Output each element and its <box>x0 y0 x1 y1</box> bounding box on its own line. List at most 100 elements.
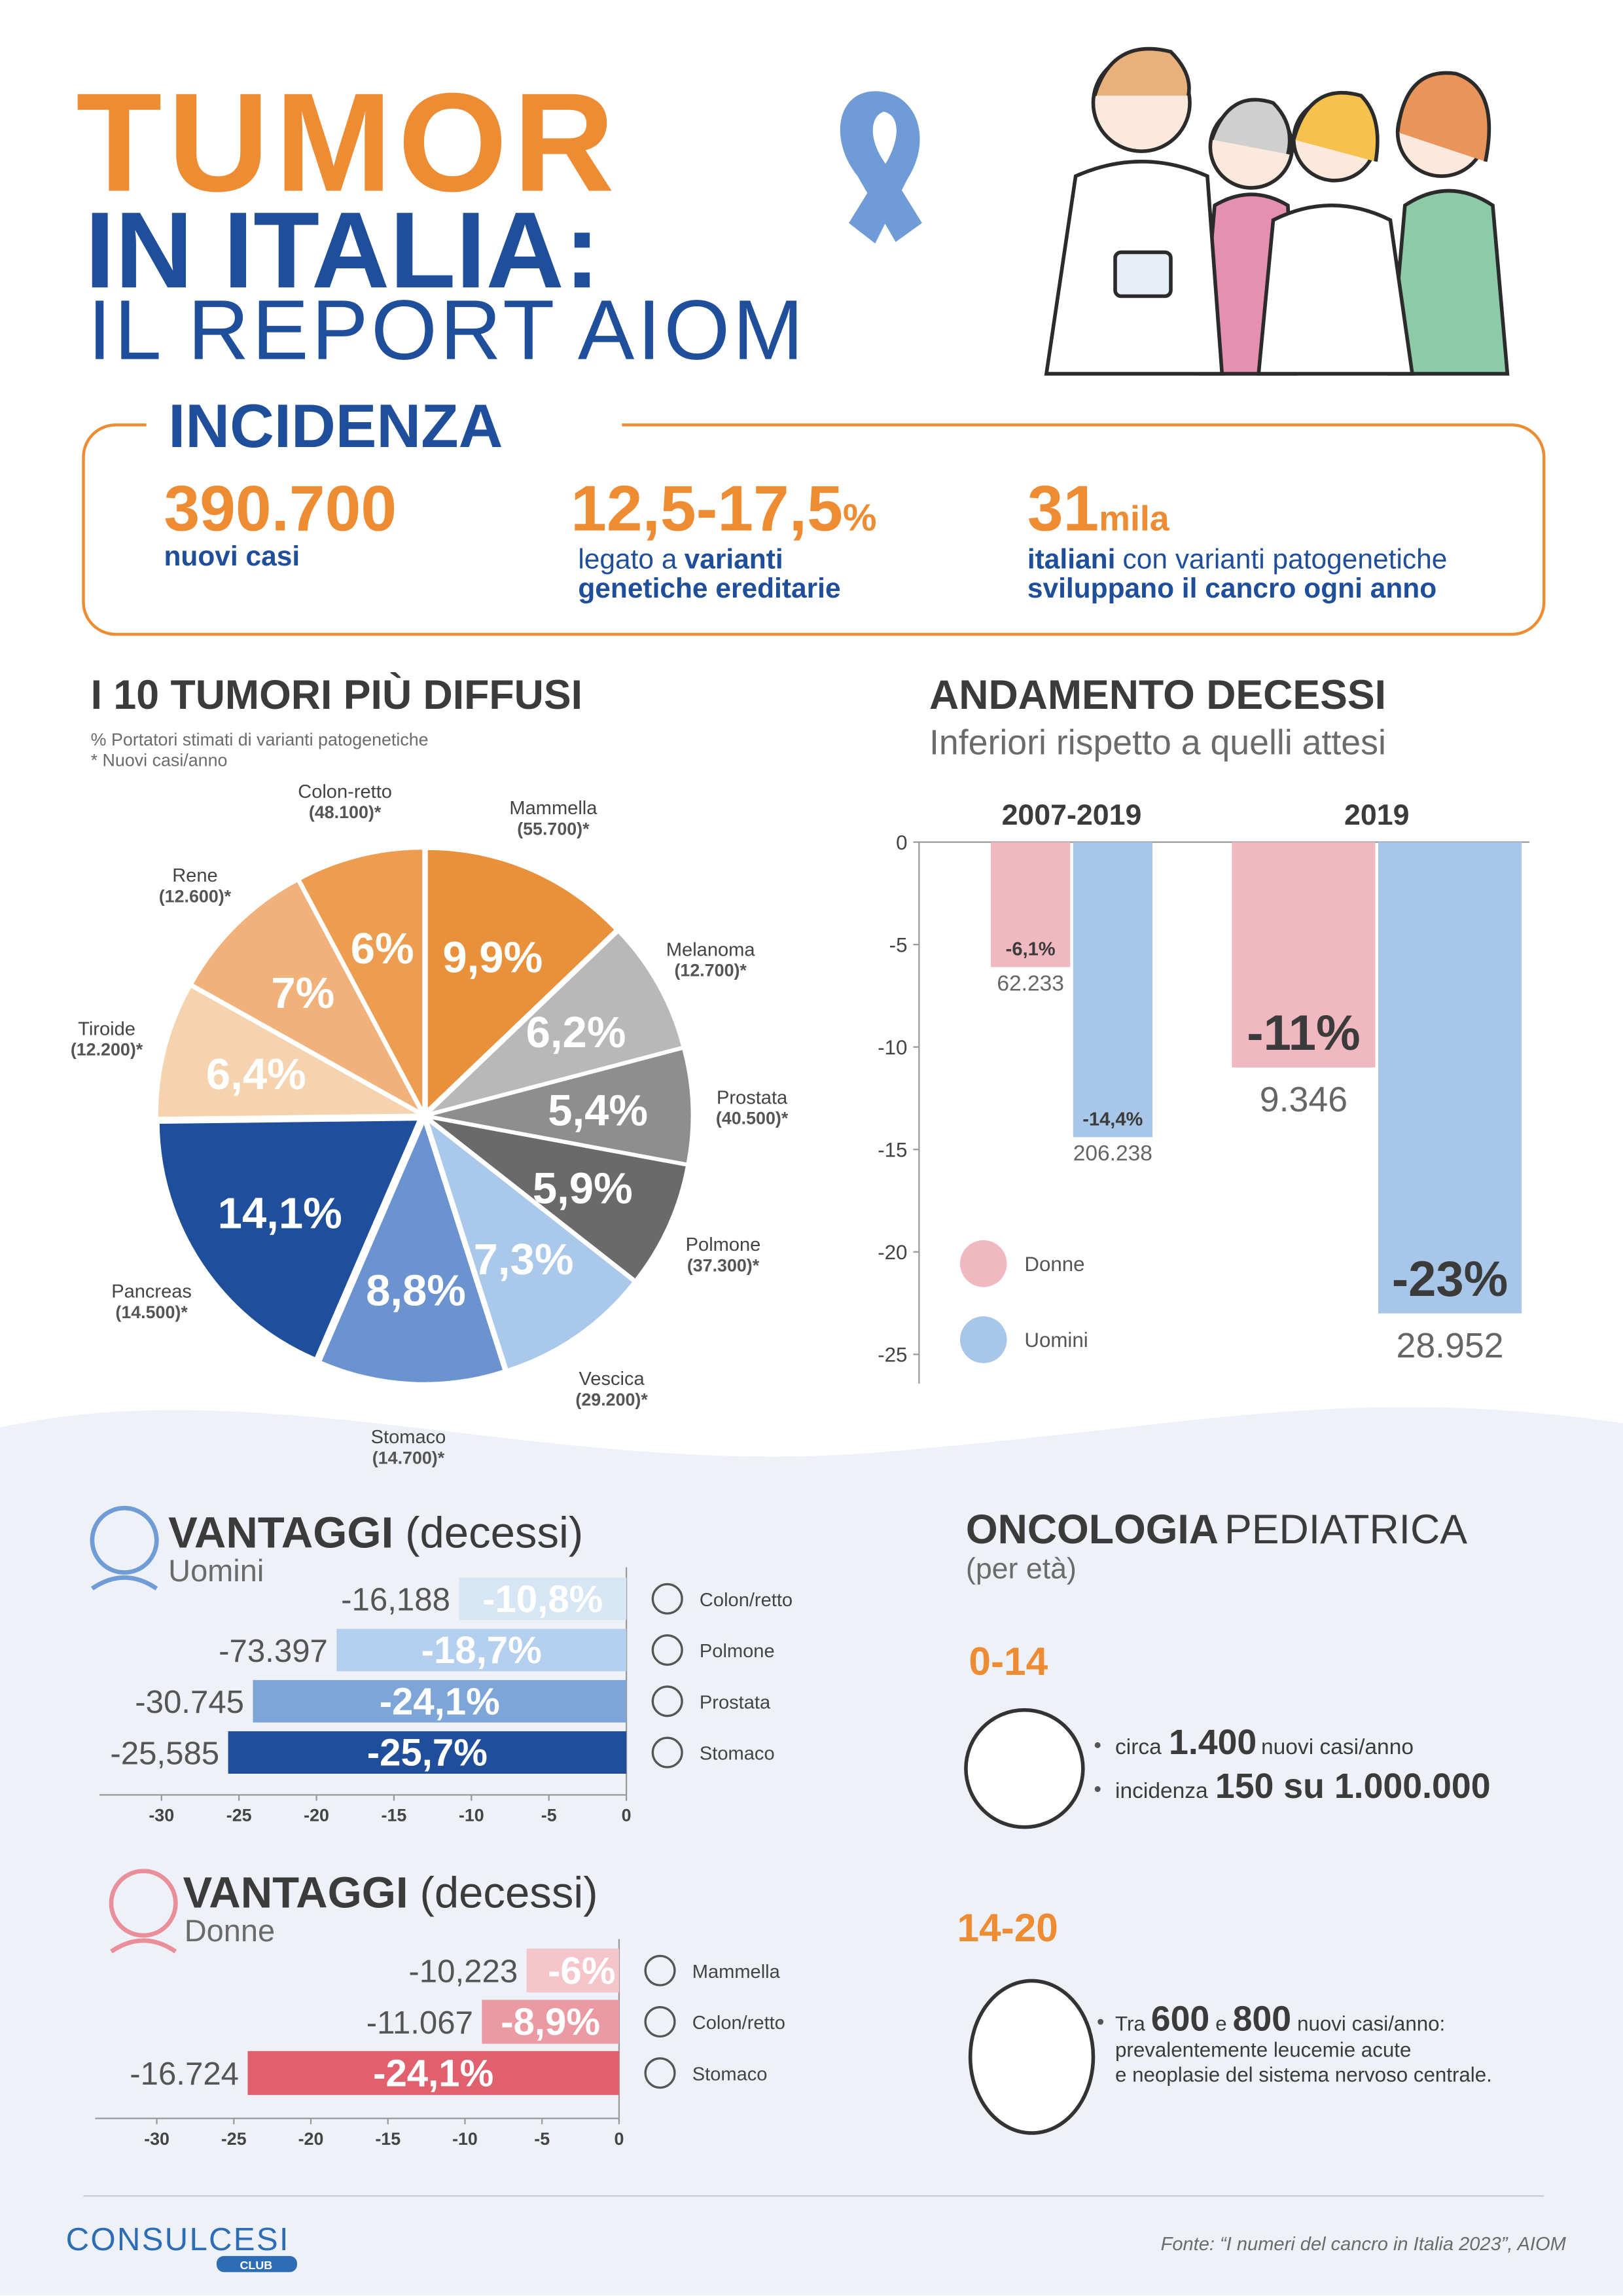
pie-slice <box>321 1124 503 1382</box>
x-tick-label: -30 <box>149 1806 174 1825</box>
bar-category: Stomaco <box>692 2064 768 2085</box>
logo: CONSULCESI <box>66 2221 290 2257</box>
bar-value-label: -6% <box>548 1950 615 1992</box>
stat-value: 31mila <box>1027 472 1170 544</box>
illustration <box>1044 46 1510 376</box>
bar-value-label: -24,1% <box>373 2052 493 2094</box>
slice-cases: (12.200)* <box>71 1040 143 1060</box>
stat-number: 31 <box>1027 472 1099 544</box>
x-tick-label: -15 <box>375 2129 401 2149</box>
child-face <box>964 1708 1085 1829</box>
legend-swatch <box>959 1316 1007 1363</box>
slice-label: 7,3% <box>474 1235 574 1284</box>
bar-count-label: -73.397 <box>219 1633 328 1669</box>
pie-note: % Portatori stimati di varianti patogene… <box>91 730 429 749</box>
bar-value-label: -8,9% <box>501 2001 600 2043</box>
y-tick-label: -25 <box>878 1343 907 1366</box>
bar-count-label: -16,188 <box>341 1582 450 1618</box>
bar <box>1378 842 1522 1314</box>
pie-slice <box>158 988 416 1117</box>
bar-count-label: -16.724 <box>130 2056 239 2092</box>
x-tick-label: -25 <box>226 1806 252 1825</box>
slice-category: Mammella <box>509 798 597 819</box>
slice-label: 6,2% <box>526 1008 626 1057</box>
slice-label: 9,9% <box>442 933 543 982</box>
slice-label: 5,4% <box>548 1086 648 1136</box>
bar <box>228 1731 627 1774</box>
ped-text: circa <box>1115 1735 1162 1759</box>
ped-title-bold: ONCOLOGIA <box>966 1507 1219 1552</box>
x-tick-label: -5 <box>534 2129 550 2149</box>
bar-deaths-label: 9.346 <box>1260 1080 1347 1119</box>
pie-slice <box>193 882 419 1110</box>
y-tick-label: -15 <box>878 1138 907 1161</box>
pie-slice <box>427 850 615 1108</box>
slice-cases: (14.700)* <box>372 1448 445 1467</box>
stat-text-part: con varianti patogenetiche <box>1123 544 1448 575</box>
bar-title: ANDAMENTO DECESSI <box>929 672 1386 718</box>
hbar-subtitle: Donne <box>185 1913 275 1948</box>
pie-slice <box>432 933 681 1112</box>
hbar-title-suffix: (decessi) <box>405 1508 583 1557</box>
organ-icon <box>644 2006 676 2038</box>
ped-number: 800 <box>1233 1999 1292 2038</box>
incidenza-title-bg <box>146 403 622 462</box>
ped-text: nuovi casi/anno <box>1261 1735 1414 1759</box>
y-tick-label: -20 <box>878 1241 907 1264</box>
legend-swatch <box>959 1240 1007 1287</box>
ped-line: circa 1.400 nuovi casi/anno <box>1115 1723 1414 1762</box>
pie-slice <box>159 1121 418 1357</box>
bar-value-label: -18,7% <box>421 1629 542 1672</box>
bar-value-label: -25,7% <box>367 1732 488 1774</box>
man-icon <box>90 1575 158 1590</box>
stat-text: legato a varianti <box>578 544 783 575</box>
bar-category: Mammella <box>692 1962 781 1982</box>
x-tick-label: -30 <box>144 2129 169 2149</box>
stat-text-part: varianti <box>685 544 783 575</box>
stat-value: 390.700 <box>164 472 397 544</box>
stat-text: sviluppano il cancro ogni anno <box>1027 573 1436 604</box>
slice-label: 14,1% <box>218 1189 342 1238</box>
bar-count-label: -11.067 <box>366 2005 473 2041</box>
bar-value-label: -24,1% <box>380 1680 500 1723</box>
ped-line: prevalentemente leucemie acute <box>1115 2039 1411 2062</box>
organ-icon <box>651 1583 683 1615</box>
bar <box>336 1628 627 1672</box>
ped-text: nuovi casi/anno: <box>1297 2012 1445 2035</box>
slice-cases: (29.200)* <box>575 1390 648 1409</box>
bar <box>247 2051 619 2095</box>
ped-title: ONCOLOGIA PEDIATRICA <box>966 1507 1467 1552</box>
hbar-title: VANTAGGI (decessi) <box>168 1508 583 1557</box>
x-tick-label: -25 <box>221 2129 247 2149</box>
y-tick-label: -5 <box>889 933 908 956</box>
ped-title-light: PEDIATRICA <box>1224 1507 1467 1552</box>
pie-slice <box>301 850 423 1107</box>
bar <box>1073 842 1152 1138</box>
bar-deaths-label: 28.952 <box>1396 1326 1503 1365</box>
stat-text-part: italiani <box>1027 544 1116 575</box>
hbar-title-bold: VANTAGGI <box>168 1508 393 1557</box>
y-tick-label: 0 <box>896 831 907 854</box>
title-line-1: TUMOR <box>76 64 620 221</box>
woman-icon <box>110 1938 177 1954</box>
organ-icon <box>651 1685 683 1717</box>
stat-text: nuovi casi <box>164 541 300 572</box>
logo-badge <box>216 2255 297 2272</box>
x-tick-label: -5 <box>541 1806 557 1825</box>
x-tick-label: 0 <box>614 2129 624 2149</box>
hbar-subtitle: Uomini <box>168 1553 264 1588</box>
ped-number: 150 su 1.000.000 <box>1215 1767 1491 1806</box>
bar-value-label: -6,1% <box>1006 939 1056 960</box>
organ-icon <box>644 2057 676 2089</box>
slice-category: Colon-retto <box>298 781 392 802</box>
slice-cases: (37.300)* <box>687 1255 760 1275</box>
incidenza-title: INCIDENZA <box>168 391 503 460</box>
slice-category: Rene <box>172 865 217 886</box>
bar-count-label: -30.745 <box>135 1684 244 1720</box>
x-tick-label: -20 <box>304 1806 329 1825</box>
bar-value-label: -14,4% <box>1082 1109 1143 1130</box>
age-label: 14-20 <box>957 1905 1058 1950</box>
stat-unit: % <box>843 496 877 539</box>
bar <box>991 842 1071 967</box>
category-label: 2007-2019 <box>1002 799 1142 831</box>
